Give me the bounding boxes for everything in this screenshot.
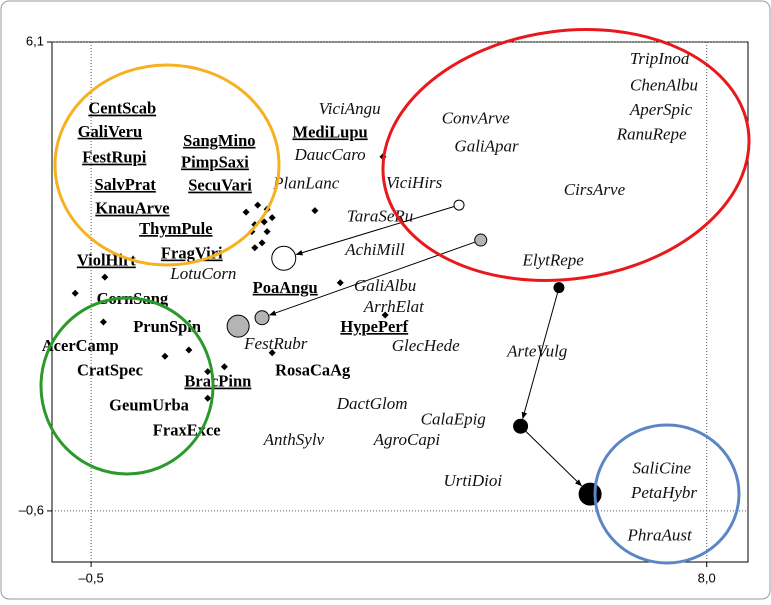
site [254, 310, 270, 326]
species-label: SangMino [183, 131, 255, 150]
species-label: AchiMill [344, 240, 405, 259]
species-label: DactGlom [336, 394, 408, 413]
x-tick-label: 8,0 [698, 570, 716, 585]
point [101, 273, 109, 281]
species-label: FestRubr [243, 334, 308, 353]
point [268, 214, 276, 222]
species-label: SaliCine [633, 459, 692, 478]
species-label: TaraSeRu [347, 207, 413, 226]
species-label: ViciHirs [386, 173, 443, 192]
point [336, 279, 344, 287]
species-label: CentScab [88, 99, 156, 118]
point [185, 346, 193, 354]
species-label: ArrhElat [363, 297, 425, 316]
group-ellipse [593, 423, 741, 565]
site [453, 199, 465, 211]
point [220, 363, 228, 371]
species-label: TripInod [630, 49, 690, 68]
point [381, 311, 389, 319]
point [242, 208, 250, 216]
arrow [295, 206, 455, 256]
x-tick-label: –0,5 [78, 570, 103, 585]
site [553, 282, 565, 294]
species-label: PhraAust [627, 526, 694, 545]
arrow [521, 292, 559, 420]
species-label: GaliAlbu [354, 276, 416, 295]
point [311, 207, 319, 215]
species-label: SalvPrat [94, 175, 156, 194]
site [226, 314, 250, 338]
arrow [525, 430, 583, 487]
species-label: AperSpic [629, 100, 693, 119]
y-tick-label: 6,1 [26, 33, 44, 48]
species-label: AgroCapi [373, 430, 441, 449]
group-ellipse [381, 28, 751, 282]
species-label: CalaEpig [421, 410, 486, 429]
y-tick-label: –0,6 [19, 502, 44, 517]
point [260, 218, 268, 226]
point [161, 352, 169, 360]
species-label: ArteVulg [506, 342, 567, 361]
species-label: ChenAlbu [630, 76, 698, 95]
species-label: HypePerf [340, 317, 408, 336]
species-label: ThymPule [139, 219, 212, 238]
point [204, 394, 212, 402]
species-label: DaucCaro [294, 145, 366, 164]
species-label: CratSpec [77, 360, 143, 379]
point [71, 289, 79, 297]
species-label: GaliVeru [78, 122, 142, 141]
species-label: UrtiDioi [444, 471, 503, 490]
point [204, 368, 212, 376]
species-label: SecuVari [188, 176, 252, 195]
species-label: ElytRepe [521, 251, 584, 270]
species-label: GlecHede [392, 336, 460, 355]
site [513, 418, 529, 434]
species-label: PoaAngu [253, 278, 318, 297]
species-label: KnauArve [95, 199, 169, 218]
species-label: ConvArve [442, 109, 510, 128]
species-label: PlanLanc [272, 174, 340, 193]
site [271, 245, 297, 271]
point [254, 201, 262, 209]
point [251, 244, 259, 252]
species-label: GeumUrba [109, 395, 189, 414]
group-ellipse [39, 296, 215, 476]
group-ellipse [53, 63, 281, 267]
species-label: BracPinn [184, 372, 251, 391]
species-label: RosaCaAg [275, 360, 351, 379]
species-label: GaliApar [454, 137, 519, 156]
point [258, 239, 266, 247]
point [268, 349, 276, 357]
species-label: CirsArve [564, 180, 626, 199]
site [578, 482, 602, 506]
species-label: ViciAngu [319, 99, 381, 118]
species-label: PetaHybr [630, 483, 697, 502]
species-label: PimpSaxi [181, 153, 249, 172]
site [474, 233, 488, 247]
species-label: LotuCorn [169, 264, 236, 283]
species-label: FraxExce [153, 421, 221, 440]
species-label: AnthSylv [263, 430, 325, 449]
point [99, 318, 107, 326]
species-label: RanuRepe [616, 125, 687, 144]
point [263, 228, 271, 236]
species-label: AcerCamp [42, 336, 119, 355]
species-label: MediLupu [293, 122, 368, 141]
species-label: FragViri [161, 244, 223, 263]
species-label: FestRupi [82, 148, 147, 167]
